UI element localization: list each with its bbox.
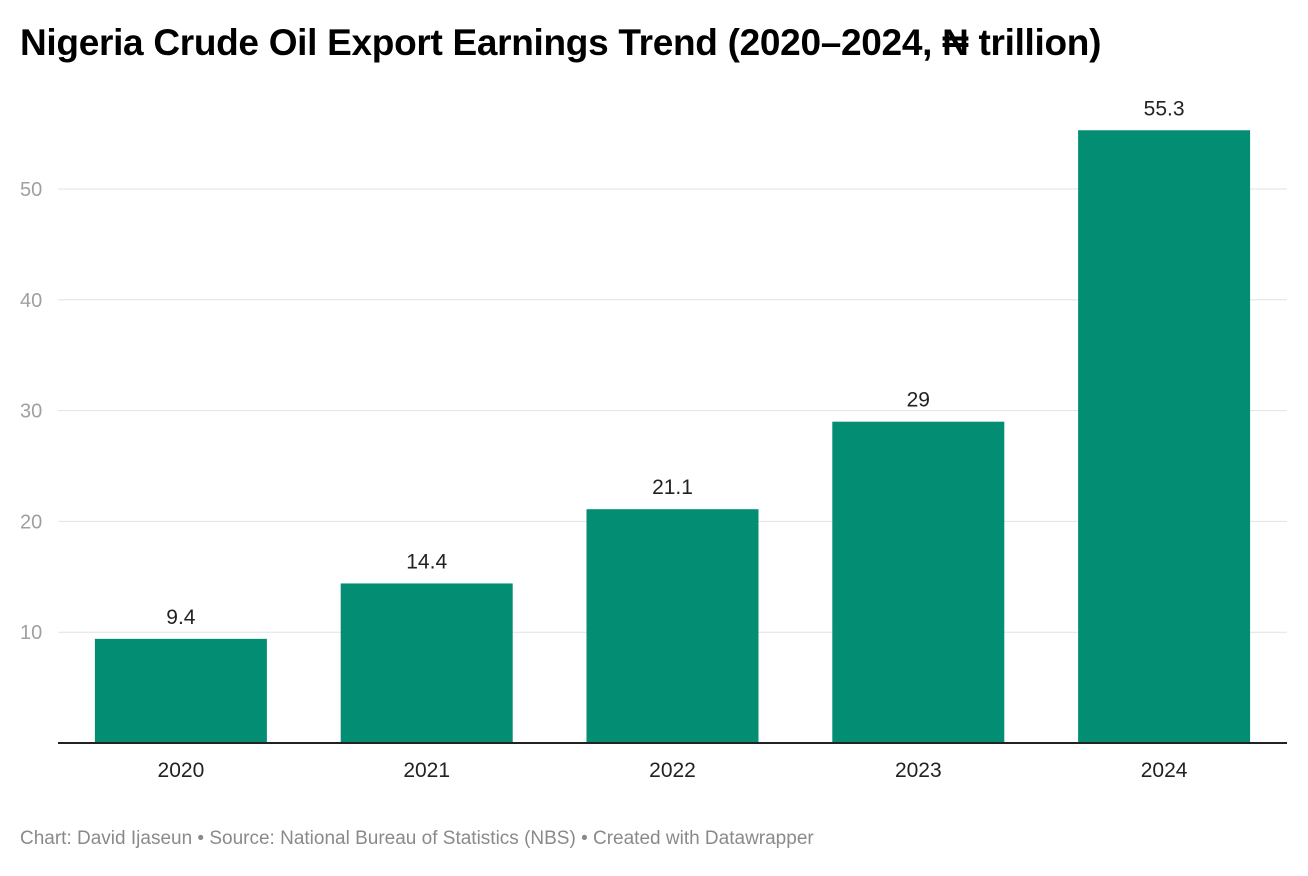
bar-2023 bbox=[832, 421, 1005, 743]
bar-chart: 10 20 30 40 50 9.4 2020 14.4 2021 21.1 2022 29 2023 5… bbox=[20, 97, 1287, 782]
chart-title: Nigeria Crude Oil Export Earnings Trend … bbox=[20, 22, 1102, 63]
chart-footer: Chart: David Ijaseun • Source: National … bbox=[20, 828, 814, 849]
x-tick-label: 2021 bbox=[403, 759, 450, 782]
x-tick-label: 2023 bbox=[895, 759, 942, 782]
bar-2021 bbox=[340, 583, 513, 743]
y-tick-label: 40 bbox=[20, 290, 42, 312]
data-label: 14.4 bbox=[406, 550, 447, 573]
bar-2022 bbox=[586, 509, 759, 743]
data-label: 21.1 bbox=[652, 476, 693, 499]
bar-2024 bbox=[1078, 130, 1251, 743]
x-tick-label: 2024 bbox=[1141, 759, 1188, 782]
x-tick-label: 2022 bbox=[649, 759, 696, 782]
data-label: 29 bbox=[907, 389, 930, 412]
y-tick-label: 50 bbox=[20, 179, 42, 201]
bar-2020 bbox=[94, 638, 267, 743]
y-tick-label: 20 bbox=[20, 511, 42, 533]
data-label: 9.4 bbox=[166, 606, 196, 629]
data-label: 55.3 bbox=[1144, 97, 1185, 120]
y-tick-label: 30 bbox=[20, 401, 42, 423]
x-tick-label: 2020 bbox=[158, 759, 205, 782]
y-tick-label: 10 bbox=[20, 622, 42, 644]
